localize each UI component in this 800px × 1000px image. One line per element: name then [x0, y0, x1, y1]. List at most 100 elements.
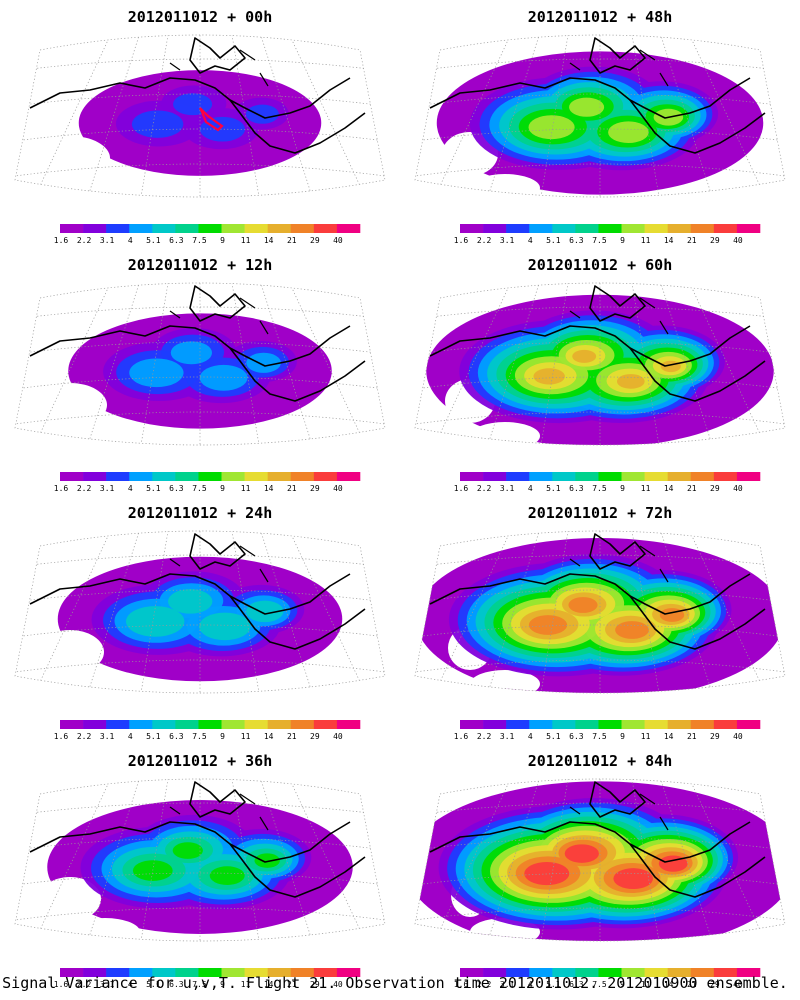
colorbar-tick-label: 7.5 — [192, 484, 207, 493]
colorbar-tick-label: 7.5 — [192, 980, 207, 989]
coastline — [229, 843, 366, 898]
colorbar-swatch — [460, 472, 484, 481]
variance-contour — [613, 868, 653, 890]
colorbar-tick-label: 40 — [333, 980, 343, 989]
colorbar-tick-label: 11 — [641, 980, 651, 989]
colorbar-swatch — [483, 224, 507, 233]
map-sector — [414, 530, 786, 694]
variance-contour — [245, 104, 279, 124]
colorbar-tick-label: 5.1 — [146, 484, 161, 493]
colorbar-tick-label: 11 — [641, 732, 651, 741]
colorbar-swatch — [198, 720, 222, 729]
colorbar-tick-label: 6.3 — [169, 236, 184, 245]
flight-track — [199, 107, 224, 132]
colorbar-swatch — [221, 224, 245, 233]
colorbar-swatch — [575, 472, 599, 481]
colorbar-tick-label: 1.6 — [54, 980, 69, 989]
colorbar-swatch — [690, 472, 715, 481]
colorbar-swatch — [267, 968, 292, 977]
map-sector — [14, 530, 386, 694]
colorbar-tick-label: 29 — [310, 732, 320, 741]
colorbar-tick-label: 9 — [620, 484, 625, 493]
colorbar-swatch — [244, 968, 268, 977]
colorbar-swatch — [644, 720, 668, 729]
colorbar-tick-label: 14 — [264, 236, 274, 245]
colorbar-swatch — [506, 224, 530, 233]
colorbar-tick-label: 14 — [264, 484, 274, 493]
colorbar-tick-label: 21 — [687, 732, 697, 741]
colorbar-tick-label: 3.1 — [500, 732, 515, 741]
colorbar-tick-label: 2.2 — [77, 732, 92, 741]
colorbar-swatch — [152, 472, 176, 481]
arctic-islands — [589, 533, 646, 570]
variance-contour — [572, 349, 597, 363]
map-panel-1: 2012011012 + 48h 1.6 2.2 3.1 4 5.1 6.3 7.5 9 11 14… — [414, 8, 786, 245]
colorbar-swatch — [60, 224, 84, 233]
colorbar-swatch — [290, 968, 315, 977]
colorbar-swatch — [644, 224, 668, 233]
colorbar-swatch — [336, 472, 361, 481]
colorbar-swatch — [529, 224, 553, 233]
colorbar-tick-label: 40 — [333, 484, 343, 493]
colorbar-tick-label: 29 — [710, 980, 720, 989]
boundary-lines — [569, 297, 669, 335]
colorbar-swatch — [575, 224, 599, 233]
colorbar-swatch — [83, 720, 107, 729]
coastline — [29, 77, 351, 119]
colorbar-swatch — [129, 720, 153, 729]
colorbar: 1.6 2.2 3.1 4 5.1 6.3 7.5 9 11 14 21 29 40 — [454, 968, 761, 989]
colorbar-tick-label: 3.1 — [100, 236, 115, 245]
colorbar-tick-label: 1.6 — [54, 484, 69, 493]
colorbar-swatch — [129, 224, 153, 233]
variance-contour — [564, 844, 599, 863]
colorbar-swatch — [736, 720, 761, 729]
panel-title: 2012011012 + 72h — [528, 504, 673, 522]
coastline — [629, 99, 766, 154]
colorbar-swatch — [221, 472, 245, 481]
colorbar-swatch — [713, 472, 738, 481]
colorbar-tick-label: 40 — [333, 732, 343, 741]
colorbar-tick-label: 14 — [664, 980, 674, 989]
colorbar-tick-label: 3.1 — [100, 484, 115, 493]
colorbar-tick-label: 3.1 — [500, 236, 515, 245]
variance-contour — [568, 597, 598, 613]
colorbar-tick-label: 11 — [241, 484, 251, 493]
variance-contour — [528, 615, 568, 635]
colorbar-tick-label: 21 — [687, 484, 697, 493]
variance-contour — [608, 121, 649, 143]
panel-title: 2012011012 + 48h — [528, 8, 673, 26]
coastline — [229, 347, 366, 402]
colorbar: 1.6 2.2 3.1 4 5.1 6.3 7.5 9 11 14 21 29 40 — [454, 472, 761, 493]
arctic-islands — [189, 285, 246, 322]
colorbar-swatch — [60, 472, 84, 481]
colorbar-tick-label: 4 — [128, 732, 133, 741]
colorbar-swatch — [221, 968, 245, 977]
colorbar-swatch — [690, 720, 715, 729]
colorbar-swatch — [529, 472, 553, 481]
colorbar-tick-label: 4 — [128, 980, 133, 989]
arctic-islands — [189, 533, 246, 570]
colorbar-swatch — [713, 720, 738, 729]
colorbar-swatch — [152, 968, 176, 977]
colorbar-swatch — [713, 968, 738, 977]
colorbar-tick-label: 3.1 — [100, 980, 115, 989]
variance-contour — [172, 842, 203, 859]
colorbar-tick-label: 21 — [287, 484, 297, 493]
boundary-lines — [169, 545, 269, 583]
map-panel-3: 2012011012 + 60h 1.6 2.2 3.1 4 5.1 6.3 7.5 9 11 14… — [414, 256, 786, 493]
colorbar-swatch — [336, 720, 361, 729]
colorbar-tick-label: 14 — [664, 236, 674, 245]
map-sector — [414, 34, 786, 198]
map-panel-2: 2012011012 + 12h 1.6 2.2 3.1 4 5.1 6.3 7.5 9 11 14… — [14, 256, 386, 493]
colorbar-tick-label: 14 — [664, 484, 674, 493]
colorbar-swatch — [506, 720, 530, 729]
colorbar-tick-label: 4 — [528, 236, 533, 245]
colorbar-tick-label: 9 — [620, 980, 625, 989]
colorbar-swatch — [290, 472, 315, 481]
colorbar-swatch — [221, 720, 245, 729]
colorbar-tick-label: 29 — [710, 236, 720, 245]
colorbar-tick-label: 11 — [241, 236, 251, 245]
colorbar-tick-label: 29 — [710, 484, 720, 493]
colorbar-swatch — [483, 968, 507, 977]
